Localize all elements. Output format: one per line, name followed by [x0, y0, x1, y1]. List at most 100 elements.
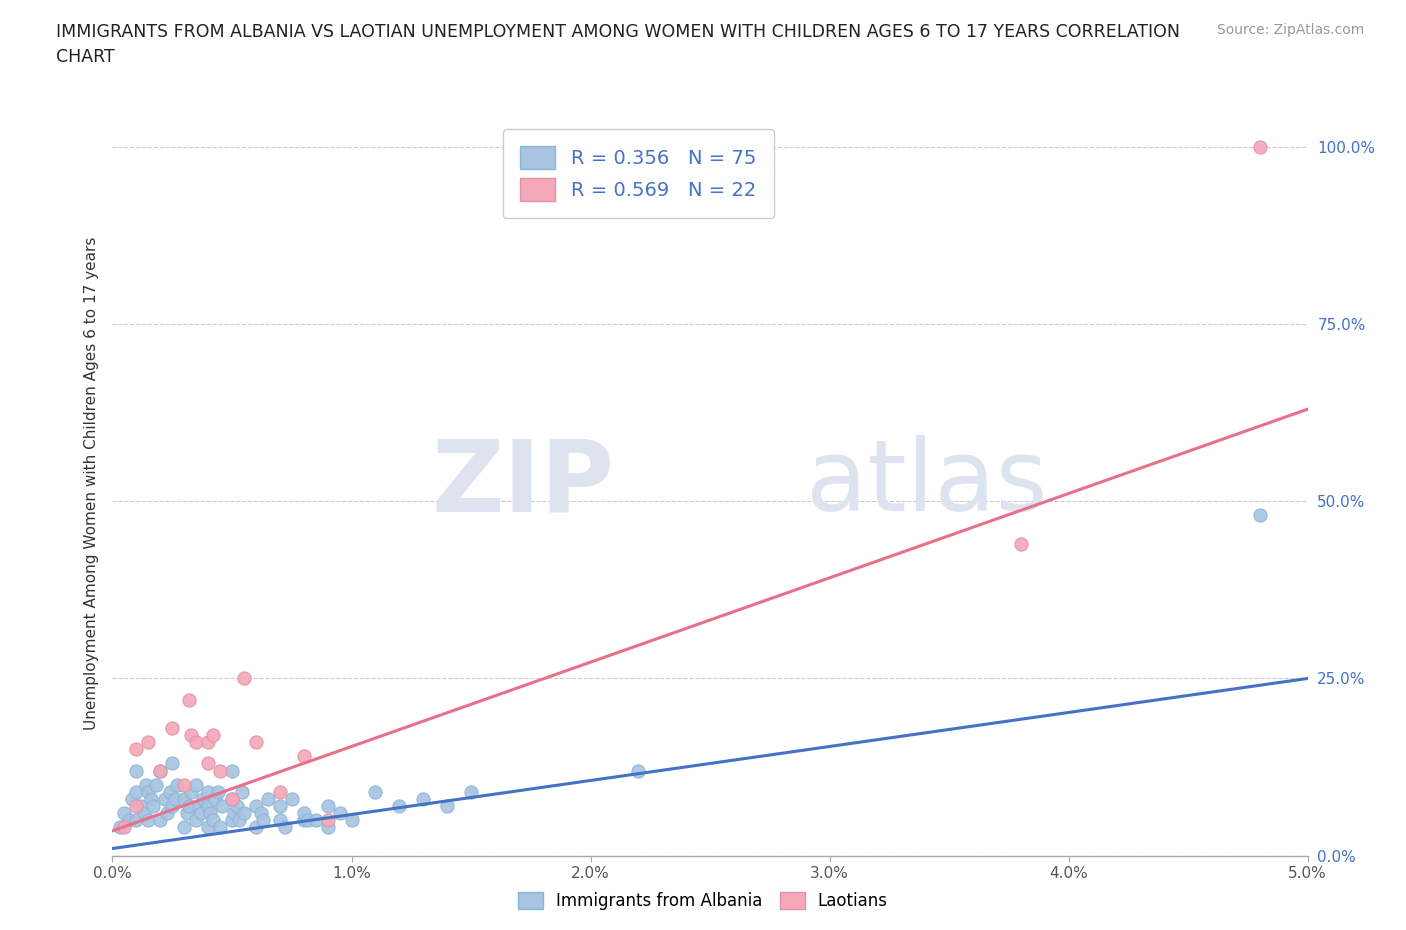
- Point: [257, 791, 280, 806]
- Point: [201, 813, 224, 828]
- Point: [252, 813, 274, 828]
- Point: [221, 791, 243, 806]
- Point: [200, 805, 222, 820]
- Point: [204, 791, 226, 806]
- Point: [180, 727, 202, 742]
- Point: [209, 820, 232, 835]
- Point: [163, 791, 186, 806]
- Point: [460, 784, 482, 799]
- Legend: Immigrants from Albania, Laotians: Immigrants from Albania, Laotians: [512, 885, 894, 917]
- Point: [197, 756, 219, 771]
- Point: [231, 784, 253, 799]
- Point: [145, 777, 167, 792]
- Point: [221, 791, 243, 806]
- Point: [114, 805, 135, 820]
- Point: [436, 799, 458, 814]
- Point: [162, 721, 183, 736]
- Point: [305, 813, 328, 828]
- Point: [121, 791, 143, 806]
- Text: atlas: atlas: [806, 435, 1047, 532]
- Point: [125, 742, 148, 757]
- Point: [221, 813, 243, 828]
- Point: [173, 777, 195, 792]
- Point: [166, 777, 188, 792]
- Point: [173, 820, 195, 835]
- Point: [193, 791, 215, 806]
- Point: [292, 805, 315, 820]
- Point: [201, 727, 224, 742]
- Point: [176, 805, 198, 820]
- Point: [138, 784, 160, 799]
- Point: [138, 735, 160, 750]
- Point: [186, 813, 208, 828]
- Point: [142, 799, 165, 814]
- Point: [1010, 537, 1032, 551]
- Point: [316, 799, 339, 814]
- Point: [114, 820, 135, 835]
- Point: [177, 692, 200, 707]
- Point: [1249, 140, 1271, 154]
- Text: Source: ZipAtlas.com: Source: ZipAtlas.com: [1216, 23, 1364, 37]
- Point: [249, 805, 271, 820]
- Point: [228, 813, 250, 828]
- Point: [139, 791, 162, 806]
- Legend: R = 0.356   N = 75, R = 0.569   N = 22: R = 0.356 N = 75, R = 0.569 N = 22: [503, 128, 773, 219]
- Point: [233, 671, 256, 686]
- Point: [233, 805, 256, 820]
- Point: [269, 799, 291, 814]
- Point: [221, 764, 243, 778]
- Point: [412, 791, 434, 806]
- Point: [186, 735, 208, 750]
- Point: [118, 813, 141, 828]
- Point: [190, 805, 212, 820]
- Text: IMMIGRANTS FROM ALBANIA VS LAOTIAN UNEMPLOYMENT AMONG WOMEN WITH CHILDREN AGES 6: IMMIGRANTS FROM ALBANIA VS LAOTIAN UNEMP…: [56, 23, 1180, 41]
- Point: [207, 784, 229, 799]
- Point: [292, 813, 315, 828]
- Point: [125, 799, 148, 814]
- Point: [197, 784, 219, 799]
- Point: [177, 799, 200, 814]
- Point: [245, 820, 267, 835]
- Point: [186, 777, 208, 792]
- Point: [245, 735, 267, 750]
- Point: [149, 764, 172, 778]
- Point: [125, 813, 148, 828]
- Point: [153, 791, 176, 806]
- Point: [316, 813, 339, 828]
- Point: [627, 764, 650, 778]
- Point: [135, 777, 157, 792]
- Y-axis label: Unemployment Among Women with Children Ages 6 to 17 years: Unemployment Among Women with Children A…: [83, 237, 98, 730]
- Point: [292, 749, 315, 764]
- Point: [162, 756, 183, 771]
- Point: [211, 799, 233, 814]
- Point: [1249, 508, 1271, 523]
- Point: [187, 799, 209, 814]
- Point: [125, 784, 148, 799]
- Text: ZIP: ZIP: [432, 435, 614, 532]
- Point: [269, 784, 291, 799]
- Point: [197, 735, 219, 750]
- Point: [297, 813, 319, 828]
- Point: [149, 813, 172, 828]
- Point: [340, 813, 363, 828]
- Point: [388, 799, 411, 814]
- Point: [269, 813, 291, 828]
- Point: [273, 820, 295, 835]
- Point: [329, 805, 352, 820]
- Point: [159, 784, 181, 799]
- Point: [138, 813, 160, 828]
- Point: [224, 805, 246, 820]
- Point: [209, 764, 232, 778]
- Point: [364, 784, 387, 799]
- Point: [129, 799, 152, 814]
- Point: [149, 764, 172, 778]
- Point: [245, 799, 267, 814]
- Point: [225, 799, 247, 814]
- Point: [316, 820, 339, 835]
- Point: [281, 791, 304, 806]
- Point: [132, 805, 155, 820]
- Text: CHART: CHART: [56, 48, 115, 66]
- Point: [197, 820, 219, 835]
- Point: [108, 820, 131, 835]
- Point: [197, 799, 219, 814]
